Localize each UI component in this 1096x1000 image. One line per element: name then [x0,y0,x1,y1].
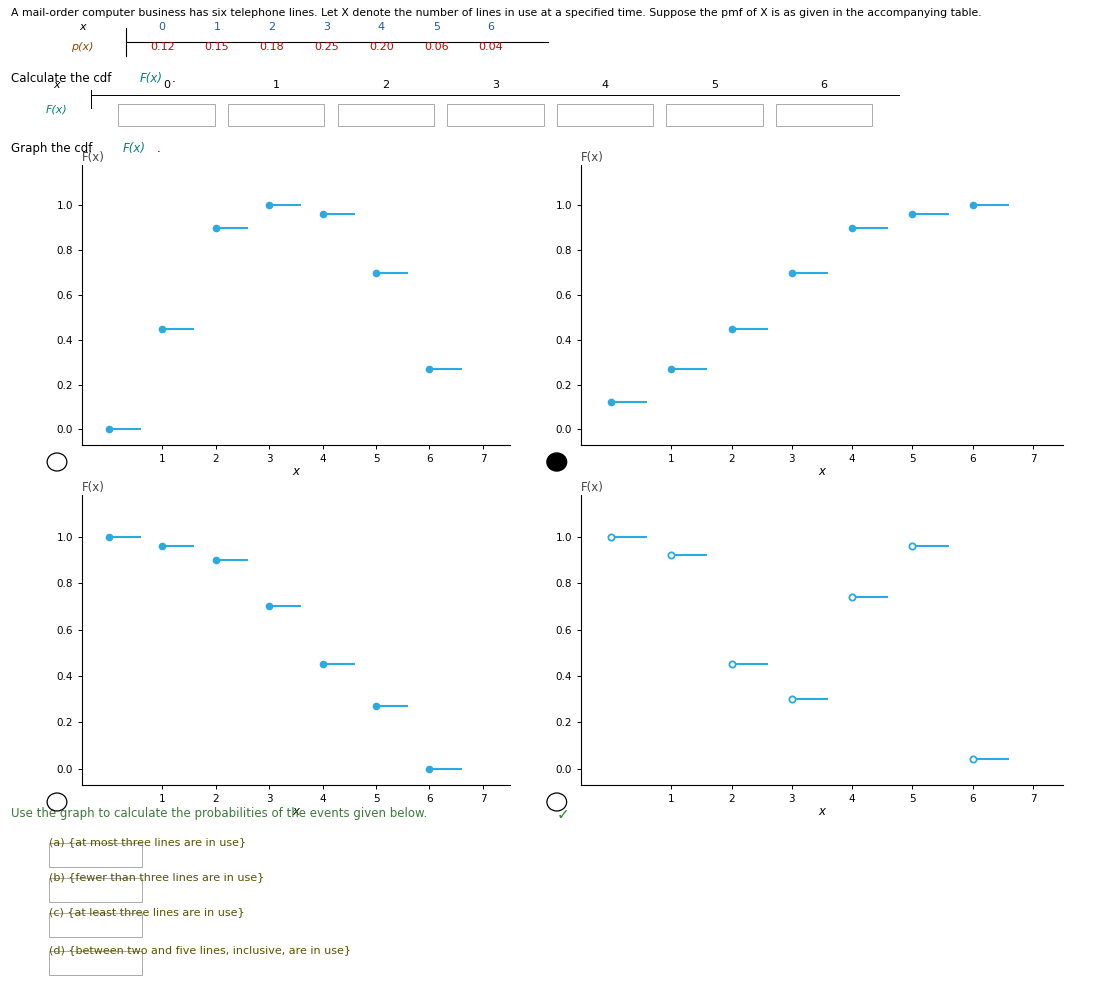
Text: F(x): F(x) [123,142,146,155]
Text: 0.15: 0.15 [205,42,229,52]
Text: Graph the cdf: Graph the cdf [11,142,96,155]
Text: 0: 0 [159,22,165,32]
Text: 2: 2 [383,80,389,90]
Text: F(x): F(x) [581,151,604,164]
Text: F(x): F(x) [581,481,604,494]
Text: 6: 6 [821,80,827,90]
Text: (a) {at most three lines are in use}: (a) {at most three lines are in use} [49,837,247,847]
Text: 3: 3 [323,22,330,32]
Text: x: x [54,80,60,90]
Text: A mail-order computer business has six telephone lines. Let X denote the number : A mail-order computer business has six t… [11,8,982,18]
Text: F(x): F(x) [46,104,68,114]
X-axis label: x: x [819,465,825,478]
Text: F(x): F(x) [82,151,105,164]
Text: 5: 5 [711,80,718,90]
Text: 0.06: 0.06 [424,42,448,52]
Text: .: . [172,72,175,85]
Text: 3: 3 [492,80,499,90]
X-axis label: x: x [819,805,825,818]
Text: 4: 4 [378,22,385,32]
Text: F(x): F(x) [82,481,105,494]
Text: 0.18: 0.18 [260,42,284,52]
X-axis label: x: x [293,465,299,478]
Text: ✓: ✓ [557,807,570,822]
Text: 0: 0 [163,80,170,90]
Text: 2: 2 [269,22,275,32]
Text: 0.04: 0.04 [479,42,503,52]
Text: 5: 5 [433,22,439,32]
Text: (b) {fewer than three lines are in use}: (b) {fewer than three lines are in use} [49,872,264,882]
Text: 0.12: 0.12 [150,42,174,52]
Text: (d) {between two and five lines, inclusive, are in use}: (d) {between two and five lines, inclusi… [49,945,352,955]
Text: 0.25: 0.25 [315,42,339,52]
Text: F(x): F(x) [139,72,162,85]
Text: 1: 1 [273,80,279,90]
Text: 1: 1 [214,22,220,32]
Text: p(x): p(x) [71,42,93,52]
Text: 6: 6 [488,22,494,32]
Text: Calculate the cdf: Calculate the cdf [11,72,115,85]
Text: x: x [79,22,85,32]
Text: 4: 4 [602,80,608,90]
X-axis label: x: x [293,805,299,818]
Text: (c) {at least three lines are in use}: (c) {at least three lines are in use} [49,907,244,917]
Text: Use the graph to calculate the probabilities of the events given below.: Use the graph to calculate the probabili… [11,807,427,820]
Text: .: . [157,142,160,155]
Text: 0.20: 0.20 [369,42,393,52]
